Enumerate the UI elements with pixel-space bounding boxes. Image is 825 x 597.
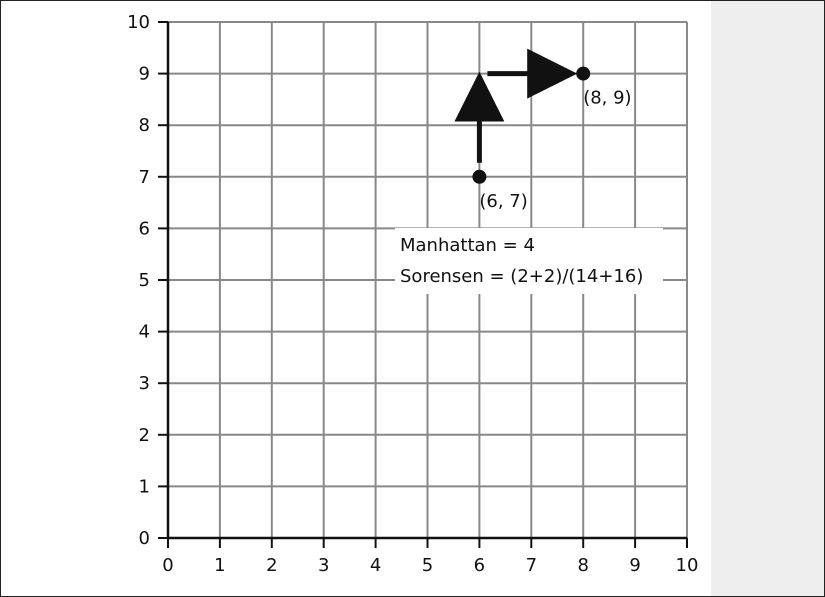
manhattan-path [454,48,578,163]
point-2 [576,66,591,81]
y-tick-label-1: 1 [139,476,150,497]
tick-labels: 0 1 2 3 4 5 6 7 8 9 10 0 1 2 3 4 5 6 7 8 9 10 [127,12,698,576]
y-tick-label-2: 2 [139,425,150,446]
x-tick-label-7: 7 [526,555,537,576]
y-tick-label-3: 3 [139,373,150,394]
x-tick-label-4: 4 [370,555,381,576]
axes [158,21,688,548]
y-tick-label-6: 6 [139,218,150,239]
y-tick-label-0: 0 [139,528,150,549]
manhattan-distance-label: Manhattan = 4 [400,235,535,256]
x-tick-label-10: 10 [676,555,699,576]
distance-formula-box: Manhattan = 4 Sorensen = (2+2)/(14+16) [395,228,663,294]
right-margin-strip [711,0,825,597]
y-tick-label-7: 7 [139,167,150,188]
y-tick-label-9: 9 [139,64,150,85]
x-tick-label-6: 6 [474,555,485,576]
x-tick-label-0: 0 [162,555,173,576]
x-tick-label-9: 9 [629,555,640,576]
x-tick-label-5: 5 [422,555,433,576]
y-tick-label-4: 4 [139,322,150,343]
data-points [472,66,591,184]
sorensen-distance-label: Sorensen = (2+2)/(14+16) [400,266,643,287]
point-label-1: (6, 7) [479,191,527,212]
y-tick-label-5: 5 [139,270,150,291]
x-tick-label-8: 8 [577,555,588,576]
point-1 [472,169,487,184]
x-tick-label-2: 2 [266,555,277,576]
y-tick-label-10: 10 [127,12,150,33]
point-labels: (6, 7) (8, 9) [479,88,631,212]
x-tick-label-1: 1 [214,555,225,576]
y-tick-label-8: 8 [139,115,150,136]
x-tick-label-3: 3 [318,555,329,576]
point-label-2: (8, 9) [583,88,631,109]
